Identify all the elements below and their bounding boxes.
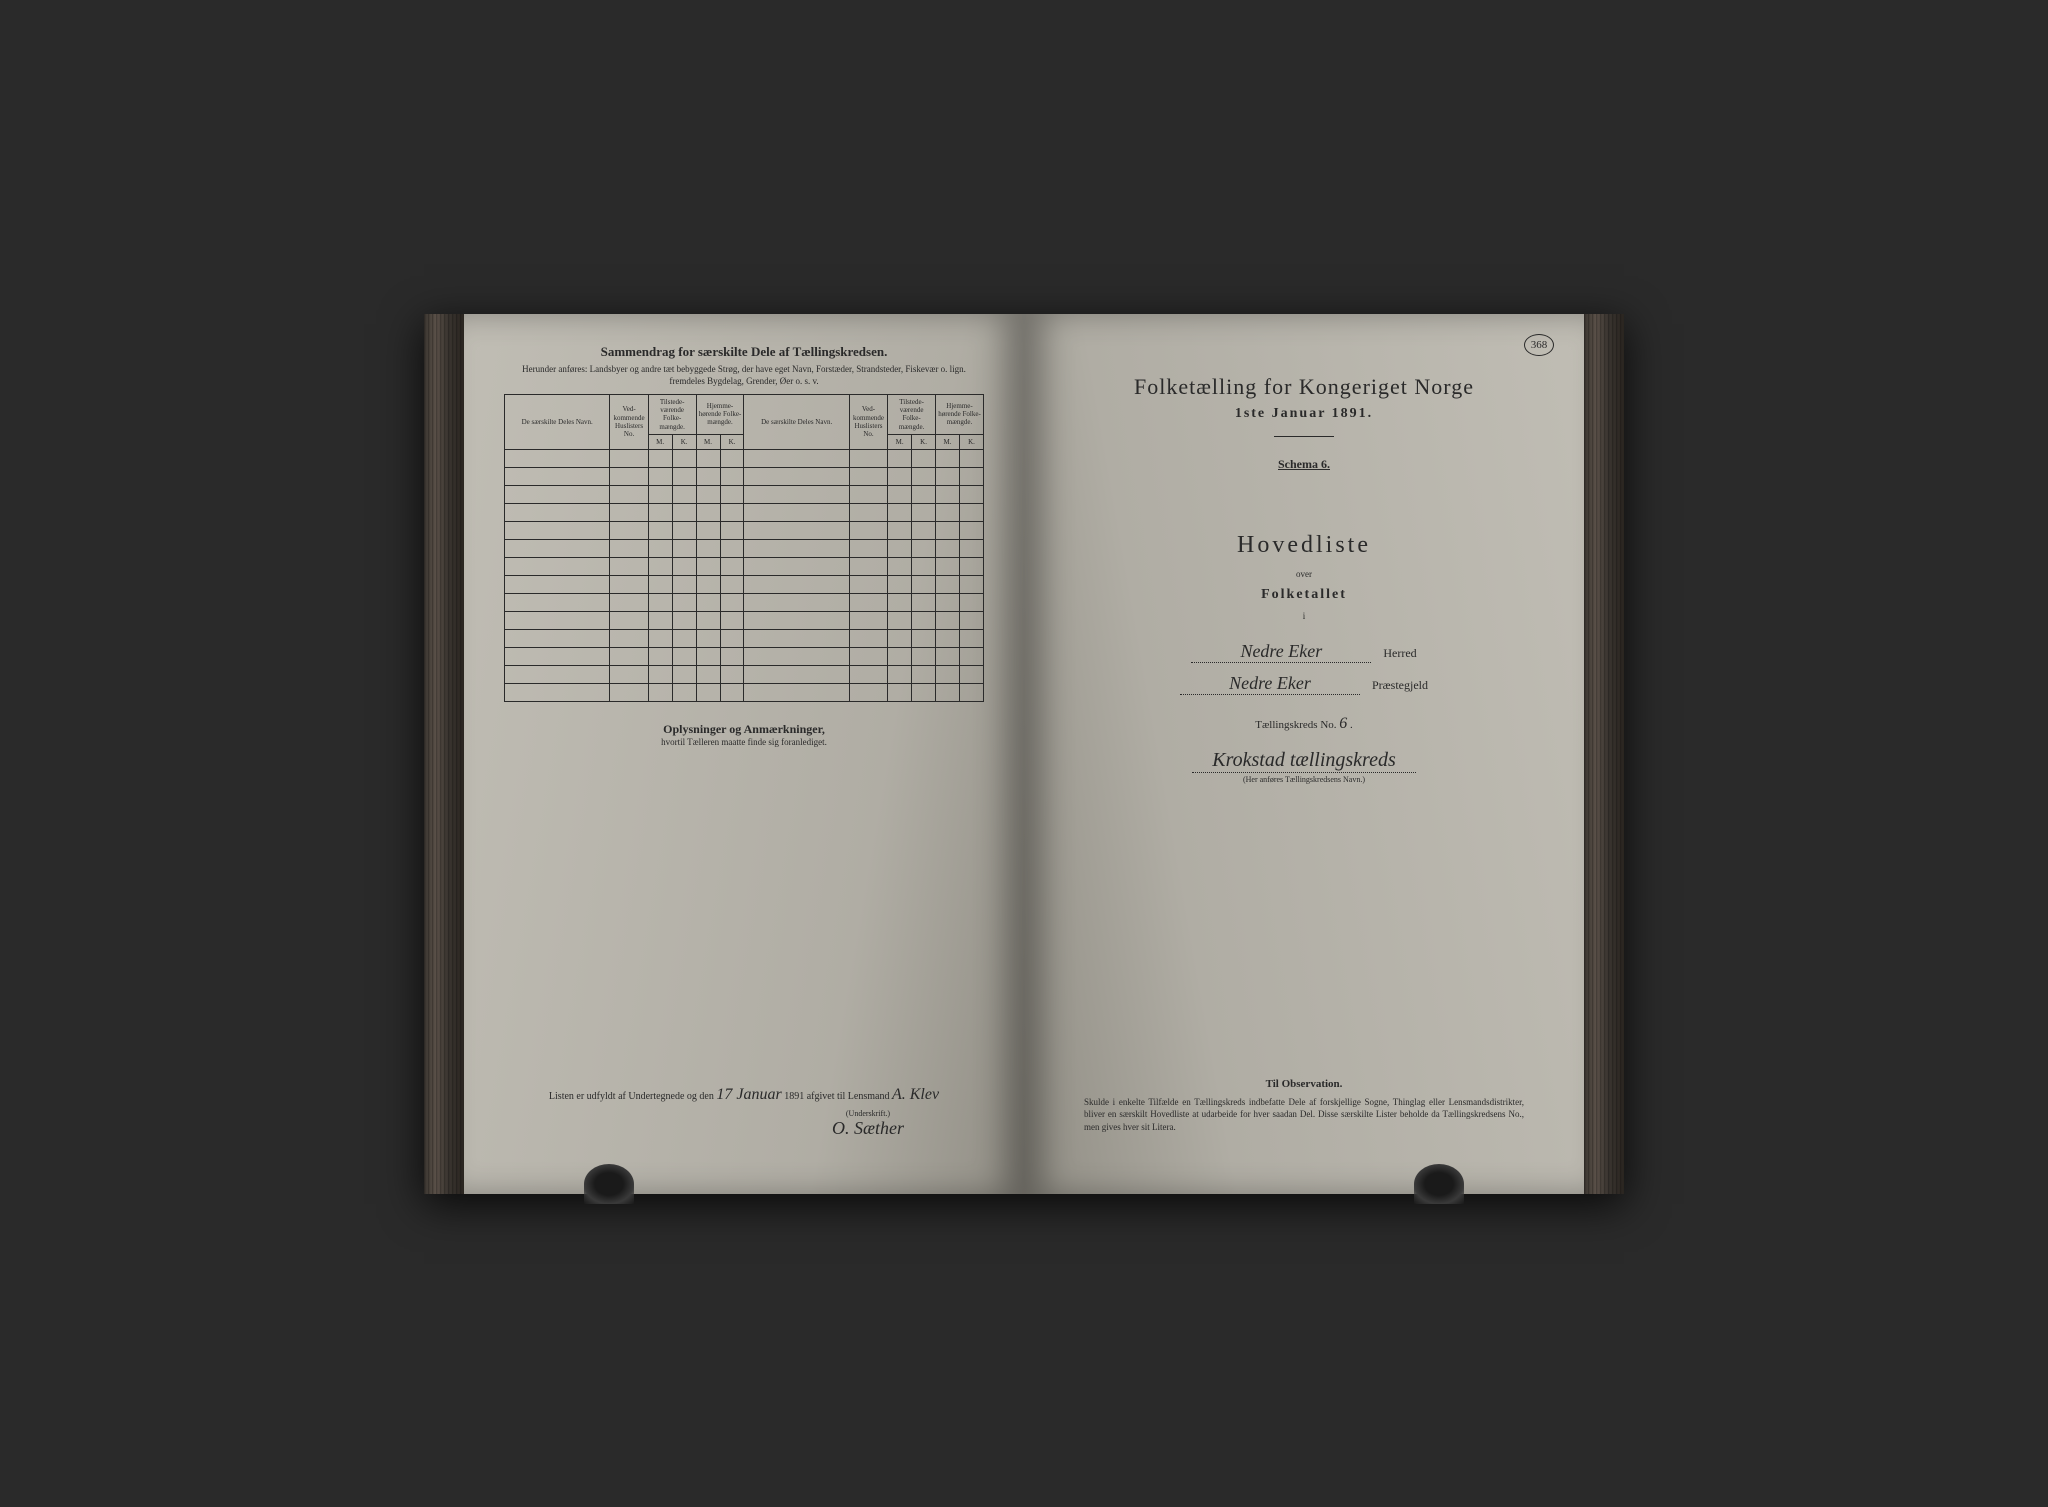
table-row xyxy=(505,558,984,576)
book-spine-left xyxy=(424,314,464,1194)
census-date: 1ste Januar 1891. xyxy=(1064,406,1544,422)
th-k: K. xyxy=(959,435,983,450)
left-page: Sammendrag for særskilte Dele af Tælling… xyxy=(464,314,1024,1194)
table-row xyxy=(505,612,984,630)
kreds-note: (Her anføres Tællingskredsens Navn.) xyxy=(1064,775,1544,784)
divider xyxy=(1274,436,1334,437)
th-m: M. xyxy=(648,435,672,450)
summary-subtitle-1: Herunder anføres: Landsbyer og andre tæt… xyxy=(504,364,984,374)
th-hjemme-1: Hjemme-hørende Folke-mængde. xyxy=(696,394,744,435)
oplysninger-subtitle: hvortil Tælleren maatte finde sig foranl… xyxy=(504,737,984,747)
th-tilstede-2: Tilstede-værende Folke-mængde. xyxy=(888,394,936,435)
th-m: M. xyxy=(888,435,912,450)
summary-table-body xyxy=(505,450,984,702)
census-title: Folketælling for Kongeriget Norge xyxy=(1064,374,1544,400)
lensmand-name: A. Klev xyxy=(892,1086,939,1103)
til-observation-text: Skulde i enkelte Tilfælde en Tællingskre… xyxy=(1084,1096,1524,1134)
underskrift-block: (Underskrift.) O. Sæther xyxy=(832,1109,904,1139)
summary-title: Sammendrag for særskilte Dele af Tælling… xyxy=(504,344,984,360)
listen-date: 17 Januar xyxy=(716,1086,781,1103)
til-observation: Til Observation. Skulde i enkelte Tilfæl… xyxy=(1084,1078,1524,1134)
period: . xyxy=(1350,719,1353,731)
table-row xyxy=(505,576,984,594)
taellingskreds-no: 6 xyxy=(1339,715,1347,732)
table-row xyxy=(505,522,984,540)
table-row xyxy=(505,630,984,648)
til-observation-title: Til Observation. xyxy=(1084,1078,1524,1090)
table-row xyxy=(505,450,984,468)
underskrift-label: (Underskrift.) xyxy=(832,1109,904,1118)
table-row xyxy=(505,540,984,558)
table-row xyxy=(505,486,984,504)
herred-value: Nedre Eker xyxy=(1191,641,1371,663)
table-row xyxy=(505,648,984,666)
th-hjemme-2: Hjemme-hørende Folke-mængde. xyxy=(936,394,984,435)
th-k: K. xyxy=(720,435,744,450)
signature: O. Sæther xyxy=(832,1118,904,1139)
oplysninger-title: Oplysninger og Anmærkninger, xyxy=(504,722,984,737)
summary-subtitle-2: fremdeles Bygdelag, Grender, Øer o. s. v… xyxy=(504,376,984,386)
herred-label: Herred xyxy=(1383,646,1416,661)
over-label: over xyxy=(1064,569,1544,579)
th-vedkommende-1: Ved-kommende Huslisters No. xyxy=(610,394,648,450)
table-row xyxy=(505,666,984,684)
schema-label: Schema 6. xyxy=(1064,457,1544,472)
th-tilstede-1: Tilstede-værende Folke-mængde. xyxy=(648,394,696,435)
folketallet-label: Folketallet xyxy=(1064,587,1544,603)
table-row xyxy=(505,504,984,522)
praestegjeld-line: Nedre Eker Præstegjeld xyxy=(1064,673,1544,695)
th-m: M. xyxy=(936,435,960,450)
table-row xyxy=(505,684,984,702)
listen-line: Listen er udfyldt af Undertegnede og den… xyxy=(504,1086,984,1104)
listen-text-1: Listen er udfyldt af Undertegnede og den xyxy=(549,1091,714,1102)
book-spine-right xyxy=(1584,314,1624,1194)
taellingskreds-label: Tællingskreds No. xyxy=(1255,719,1336,731)
right-page: 368 Folketælling for Kongeriget Norge 1s… xyxy=(1024,314,1584,1194)
kreds-name: Krokstad tællingskreds xyxy=(1192,749,1416,773)
book-clip-left xyxy=(584,1164,634,1204)
i-label: i xyxy=(1064,611,1544,621)
th-vedkommende-2: Ved-kommende Huslisters No. xyxy=(849,394,887,450)
right-content: Folketælling for Kongeriget Norge 1ste J… xyxy=(1064,344,1544,784)
praestegjeld-label: Præstegjeld xyxy=(1372,678,1428,693)
listen-text-2: 1891 afgivet til Lensmand xyxy=(784,1091,889,1102)
summary-table: De særskilte Deles Navn. Ved-kommende Hu… xyxy=(504,394,984,703)
taellingskreds-line: Tællingskreds No. 6 . xyxy=(1064,715,1544,733)
herred-line: Nedre Eker Herred xyxy=(1064,641,1544,663)
th-m: M. xyxy=(696,435,720,450)
page-number: 368 xyxy=(1524,334,1554,356)
book-clip-right xyxy=(1414,1164,1464,1204)
th-name-1: De særskilte Deles Navn. xyxy=(505,394,610,450)
th-name-2: De særskilte Deles Navn. xyxy=(744,394,849,450)
census-book: Sammendrag for særskilte Dele af Tælling… xyxy=(424,314,1624,1194)
hovedliste-title: Hovedliste xyxy=(1064,532,1544,559)
table-row xyxy=(505,468,984,486)
th-k: K. xyxy=(912,435,936,450)
praestegjeld-value: Nedre Eker xyxy=(1180,673,1360,695)
table-row xyxy=(505,594,984,612)
th-k: K. xyxy=(672,435,696,450)
